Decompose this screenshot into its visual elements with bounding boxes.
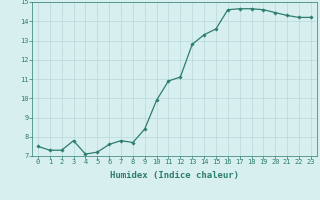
X-axis label: Humidex (Indice chaleur): Humidex (Indice chaleur) <box>110 171 239 180</box>
